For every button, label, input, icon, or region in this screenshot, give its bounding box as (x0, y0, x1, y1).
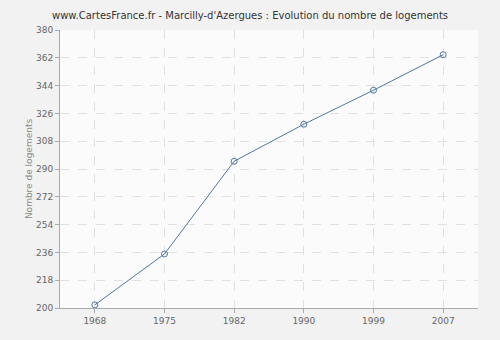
svg-text:218: 218 (36, 275, 53, 285)
svg-text:254: 254 (36, 220, 53, 230)
svg-text:1968: 1968 (83, 316, 106, 326)
svg-text:1990: 1990 (292, 316, 315, 326)
svg-text:380: 380 (36, 25, 53, 35)
svg-text:200: 200 (36, 303, 53, 313)
svg-text:236: 236 (36, 248, 53, 258)
svg-text:362: 362 (36, 53, 53, 63)
svg-text:1982: 1982 (223, 316, 246, 326)
svg-text:2007: 2007 (432, 316, 455, 326)
svg-text:344: 344 (36, 81, 53, 91)
svg-text:290: 290 (36, 164, 53, 174)
svg-text:308: 308 (36, 136, 53, 146)
svg-text:1975: 1975 (153, 316, 176, 326)
svg-text:Nombre de logements: Nombre de logements (24, 119, 34, 220)
svg-text:326: 326 (36, 109, 53, 119)
svg-text:www.CartesFrance.fr - Marcilly: www.CartesFrance.fr - Marcilly-d'Azergue… (52, 10, 448, 21)
svg-text:272: 272 (36, 192, 53, 202)
svg-text:1999: 1999 (362, 316, 385, 326)
